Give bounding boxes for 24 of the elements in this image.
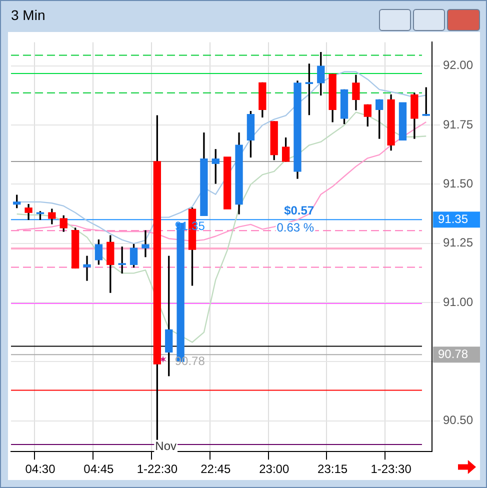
ref-line-label: 90.78: [174, 354, 206, 368]
x-tick-label: 04:45: [84, 462, 114, 476]
x-tick-label: 22:45: [200, 462, 231, 476]
x-tick-label: 04:30: [25, 462, 56, 476]
text: 90.78: [438, 346, 468, 361]
y-tick-label: 91.25: [442, 236, 474, 250]
y-tick-label: 91.75: [442, 117, 474, 132]
annotation: $0.57: [284, 204, 314, 218]
y-tick-label: 91.50: [442, 176, 474, 190]
annotation: Nov: [155, 439, 177, 454]
candlestick: [142, 230, 150, 258]
x-tick-label: 23:00: [259, 462, 290, 476]
candlestick: [224, 156, 232, 210]
y-tick-label: 90.50: [442, 413, 474, 428]
y-tick-label: 92.00: [442, 58, 474, 72]
candlestick: [398, 102, 407, 140]
x-tick-label: 1-23:30: [370, 462, 412, 476]
x-tick-label: 23:15: [318, 462, 348, 476]
annotation: 0.63 %: [276, 220, 314, 234]
chart-title: 3 Min: [11, 7, 46, 23]
candlestick: [83, 256, 91, 281]
x-tick-label: 1-22:30: [136, 462, 178, 476]
text: 91.35: [438, 212, 468, 226]
y-tick-label: 91.00: [442, 294, 474, 309]
